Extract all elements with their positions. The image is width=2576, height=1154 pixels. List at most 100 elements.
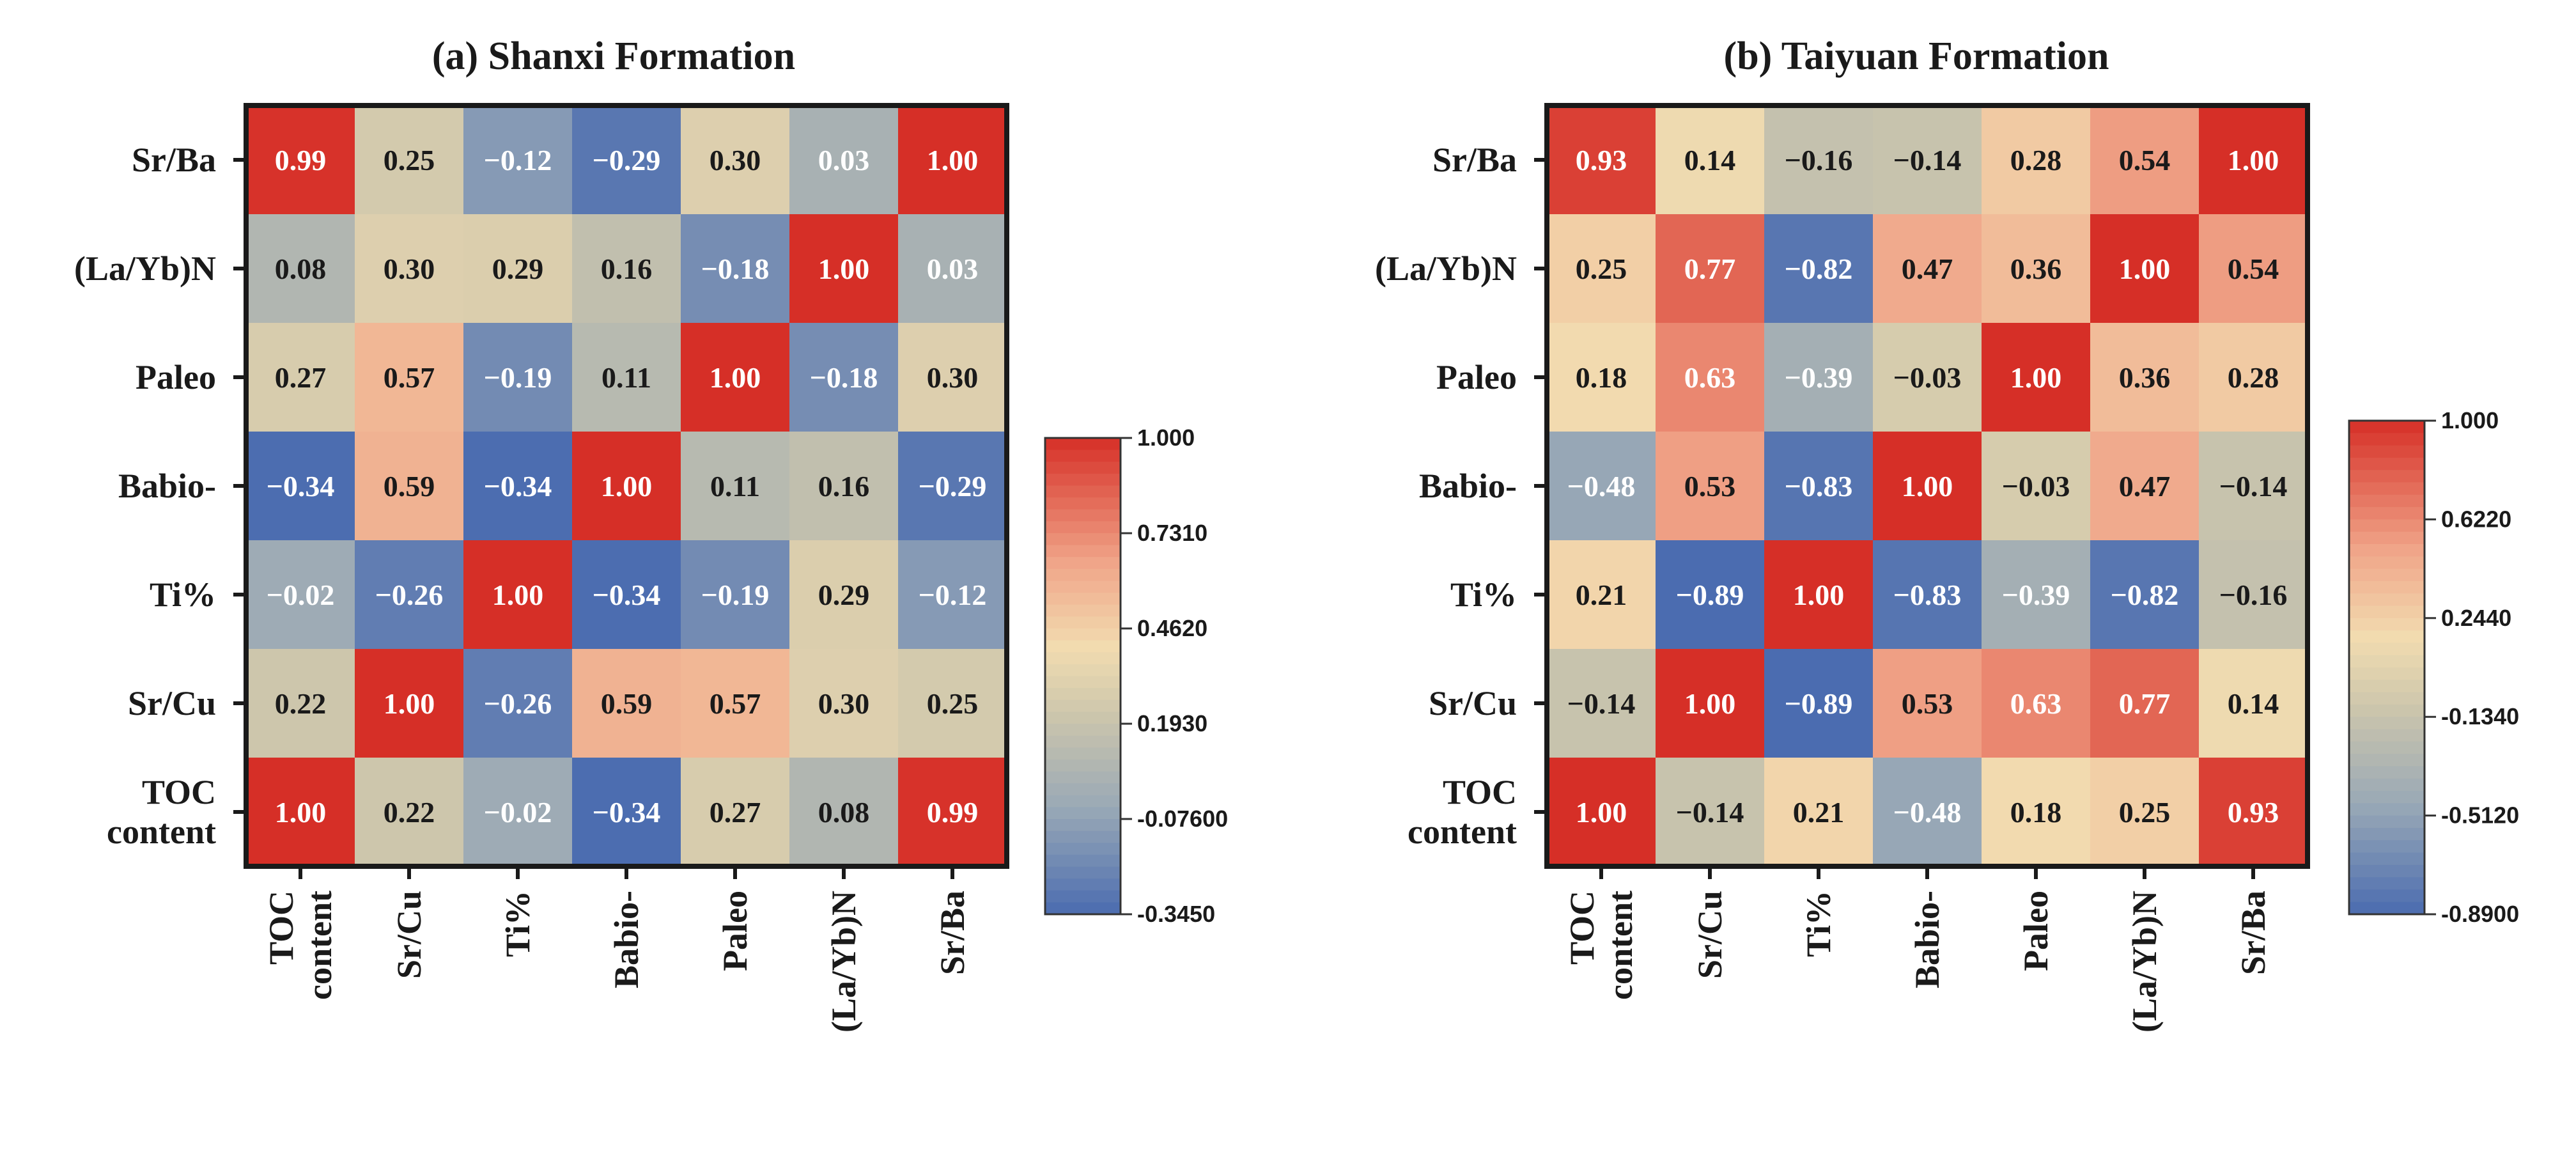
colorbar-segment [1045, 533, 1121, 546]
colorbar-segment [1045, 521, 1121, 534]
cell-value-label: 0.77 [1684, 253, 1736, 285]
cell-value-label: 0.93 [2228, 796, 2279, 829]
y-tick-label: Sr/Cu [1429, 684, 1517, 722]
heatmap-cell [789, 432, 899, 541]
colorbar-tick-label: 0.4620 [1137, 615, 1207, 641]
heatmap-cell [898, 649, 1007, 758]
heatmap-cell [1764, 649, 1874, 758]
cell-value-label: −0.14 [1893, 144, 1962, 176]
cell-value-label: 0.36 [2010, 253, 2062, 285]
cell-value-label: −0.19 [701, 579, 770, 611]
heatmap-cell [2199, 105, 2308, 215]
heatmap-cell [1656, 214, 1765, 324]
colorbar-segment [1045, 783, 1121, 796]
cell-value-label: −0.14 [1567, 687, 1636, 720]
cell-value-label: −0.26 [375, 579, 444, 611]
cell-value-label: 0.77 [2119, 687, 2171, 720]
cell-value-label: −0.16 [2219, 579, 2288, 611]
heatmap-cell [1656, 323, 1765, 432]
colorbar-segment [2349, 877, 2425, 890]
heatmap-cell [2090, 649, 2200, 758]
heatmap-cell [246, 105, 355, 215]
y-tick-label: Sr/Ba [132, 141, 216, 179]
colorbar-segment [1045, 509, 1121, 522]
cell-value-label: −0.83 [1893, 579, 1962, 611]
colorbar-segment [1045, 819, 1121, 832]
cell-value-label: 0.47 [1902, 253, 1953, 285]
cell-value-label: 0.63 [2010, 687, 2062, 720]
colorbar-segment [1045, 759, 1121, 772]
y-tick-label: content [107, 813, 216, 851]
colorbar-segment [1045, 462, 1121, 474]
cell-value-label: −0.34 [593, 579, 661, 611]
x-tick-label: content [300, 891, 339, 1000]
heatmap-cell [2199, 649, 2308, 758]
cell-value-label: 0.21 [1576, 579, 1627, 611]
colorbar-tick-label: -0.8900 [2441, 901, 2519, 927]
x-tick-label: Paleo [2017, 891, 2055, 971]
y-tick-label: Babio- [118, 467, 216, 505]
colorbar-segment [2349, 593, 2425, 607]
colorbar-segment [1045, 604, 1121, 617]
colorbar-segment [1045, 664, 1121, 677]
colorbar-tick-label: 1.000 [1137, 425, 1195, 451]
cell-value-label: 0.27 [275, 361, 327, 394]
colorbar-segment [2349, 827, 2425, 841]
heatmap-cell [355, 323, 464, 432]
cell-value-label: −0.18 [701, 253, 770, 285]
heatmap-cell [681, 105, 790, 215]
heatmap-cell [246, 323, 355, 432]
colorbar-segment [2349, 741, 2425, 754]
colorbar-segment [1045, 640, 1121, 653]
heatmap-cell [2199, 432, 2308, 541]
heatmap-cell [1547, 540, 1656, 650]
cell-value-label: 0.03 [927, 253, 979, 285]
heatmap-cell [1982, 649, 2091, 758]
cell-value-label: 1.00 [384, 687, 435, 720]
colorbar-segment [2349, 667, 2425, 680]
colorbar-segment [1045, 652, 1121, 665]
heatmap-cell [898, 758, 1007, 867]
colorbar-segment [1045, 676, 1121, 689]
heatmap-cell [1873, 214, 1982, 324]
cell-value-label: −0.12 [919, 579, 987, 611]
y-tick-label: Babio- [1419, 467, 1517, 505]
heatmap-cell [898, 432, 1007, 541]
cell-value-label: 0.47 [2119, 470, 2171, 503]
cell-value-label: 0.63 [1684, 361, 1736, 394]
cell-value-label: 0.08 [818, 796, 870, 829]
colorbar-segment [2349, 692, 2425, 705]
colorbar-segment [1045, 807, 1121, 820]
heatmap-cell [1547, 105, 1656, 215]
cell-value-label: 1.00 [818, 253, 870, 285]
heatmap-cell [1656, 540, 1765, 650]
heatmap-cell [1873, 323, 1982, 432]
cell-value-label: 0.57 [710, 687, 761, 720]
heatmap-cell [572, 105, 681, 215]
cell-value-label: 0.53 [1684, 470, 1736, 503]
cell-value-label: 0.14 [2228, 687, 2279, 720]
heatmap-cell [1764, 540, 1874, 650]
heatmap-cell [1982, 758, 2091, 867]
cell-value-label: −0.34 [593, 796, 661, 829]
colorbar-segment [2349, 815, 2425, 829]
cell-value-label: −0.48 [1567, 470, 1636, 503]
x-tick-label: Sr/Ba [2234, 891, 2272, 975]
colorbar-segment [1045, 497, 1121, 510]
heatmap-cell [1873, 649, 1982, 758]
cell-value-label: −0.12 [484, 144, 552, 176]
colorbar-tick-label: 0.6220 [2441, 506, 2511, 532]
cell-value-label: −0.16 [1785, 144, 1853, 176]
heatmap-cell [2199, 323, 2308, 432]
cell-value-label: 0.25 [927, 687, 979, 720]
colorbar-segment [1045, 735, 1121, 748]
colorbar-segment [2349, 852, 2425, 866]
colorbar-segment [1045, 593, 1121, 605]
cell-value-label: 0.14 [1684, 144, 1736, 176]
colorbar-segment [2349, 482, 2425, 495]
heatmap-cell [2090, 758, 2200, 867]
colorbar-tick-label: -0.5120 [2441, 802, 2519, 829]
cell-value-label: 0.59 [384, 470, 435, 503]
heatmap-cell [681, 432, 790, 541]
heatmap-cell [246, 649, 355, 758]
